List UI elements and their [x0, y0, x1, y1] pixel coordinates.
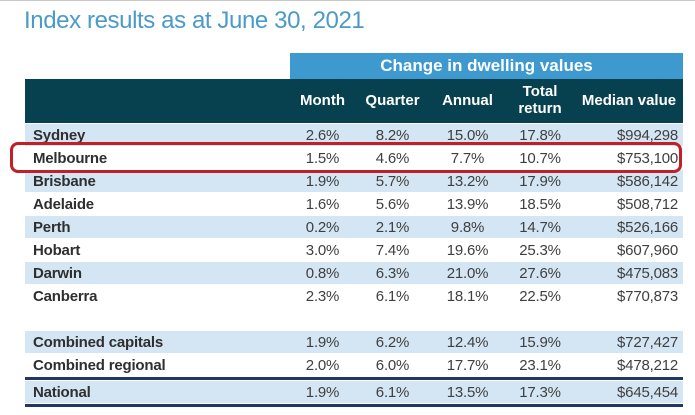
month-value-cell: 1.6%	[305, 195, 340, 213]
total-return-value-cell: 15.9%	[519, 333, 561, 351]
month-value-cell: 2.0%	[305, 356, 340, 374]
quarter-column-header: Quarter	[365, 91, 420, 109]
month-value-cell: 2.3%	[305, 287, 340, 305]
region-name-cell: Perth	[33, 218, 71, 236]
region-name-cell: Melbourne	[33, 149, 108, 167]
region-name-cell: Combined regional	[33, 356, 166, 374]
month-column-header: Month	[300, 91, 345, 109]
annual-value-cell: 18.1%	[446, 287, 489, 305]
quarter-value-cell: 6.3%	[375, 264, 410, 282]
month-value-cell: 2.6%	[305, 126, 340, 144]
median-value-cell: $727,427	[617, 333, 678, 351]
table-row: Perth 0.2% 2.1% 9.8% 14.7% $526,166	[25, 216, 683, 238]
median-value-cell: $478,212	[617, 356, 678, 374]
divider-line-bottom	[25, 404, 683, 407]
region-name-cell: National	[33, 383, 91, 401]
table-row: Canberra 2.3% 6.1% 18.1% 22.5% $770,873	[25, 285, 683, 307]
annual-value-cell: 13.9%	[446, 195, 489, 213]
annual-value-cell: 13.2%	[446, 172, 489, 190]
region-name-cell: Canberra	[33, 287, 98, 305]
total-return-value-cell: 17.3%	[519, 383, 561, 401]
month-value-cell: 0.8%	[305, 264, 340, 282]
month-value-cell: 1.9%	[305, 172, 340, 190]
median-value-cell: $645,454	[617, 383, 678, 401]
group-header-bar: Change in dwelling values	[290, 53, 683, 79]
divider-line-top	[25, 377, 683, 380]
annual-value-cell: 19.6%	[446, 241, 489, 259]
table-row: Darwin 0.8% 6.3% 21.0% 27.6% $475,083	[25, 262, 683, 284]
region-name-cell: Darwin	[33, 264, 82, 282]
region-name-cell: Combined capitals	[33, 333, 163, 351]
total-return-value-cell: 17.9%	[519, 172, 561, 190]
total-return-value-cell: 23.1%	[519, 356, 561, 374]
region-name-cell: Sydney	[33, 126, 86, 144]
total-return-value-cell: 18.5%	[519, 195, 561, 213]
table-row: Combined regional 2.0% 6.0% 17.7% 23.1% …	[25, 354, 683, 376]
quarter-value-cell: 4.6%	[375, 149, 410, 167]
annual-value-cell: 7.7%	[450, 149, 485, 167]
annual-value-cell: 21.0%	[446, 264, 489, 282]
median-value-cell: $475,083	[617, 264, 678, 282]
median-value-cell: $508,712	[617, 195, 678, 213]
region-column-header	[25, 79, 290, 123]
median-value-column-header: Median value	[581, 91, 677, 109]
region-name-cell: Hobart	[33, 241, 81, 259]
month-value-cell: 3.0%	[305, 241, 340, 259]
group-header-label: Change in dwelling values	[380, 56, 593, 75]
month-value-cell: 1.5%	[305, 149, 340, 167]
region-name-cell: Adelaide	[33, 195, 94, 213]
quarter-value-cell: 6.0%	[375, 356, 410, 374]
annual-value-cell: 9.8%	[450, 218, 485, 236]
table-row: Brisbane 1.9% 5.7% 13.2% 17.9% $586,142	[25, 170, 683, 192]
total-return-value-cell: 17.8%	[519, 126, 561, 144]
total-return-column-header: Total return	[518, 83, 562, 117]
table-row: Hobart 3.0% 7.4% 19.6% 25.3% $607,960	[25, 239, 683, 261]
quarter-value-cell: 5.7%	[375, 172, 410, 190]
total-return-value-cell: 10.7%	[519, 149, 561, 167]
table-row: Sydney 2.6% 8.2% 15.0% 17.8% $994,298	[25, 124, 683, 146]
median-value-cell: $607,960	[617, 241, 678, 259]
spacer-row	[25, 307, 683, 330]
annual-value-cell: 15.0%	[446, 126, 489, 144]
total-return-value-cell: 22.5%	[519, 287, 561, 305]
quarter-value-cell: 6.1%	[375, 287, 410, 305]
quarter-value-cell: 6.2%	[375, 333, 410, 351]
quarter-value-cell: 5.6%	[375, 195, 410, 213]
quarter-value-cell: 2.1%	[375, 218, 410, 236]
month-value-cell: 1.9%	[305, 333, 340, 351]
median-value-cell: $994,298	[617, 126, 678, 144]
dwelling-values-table: Change in dwelling values Month Quarter …	[25, 53, 683, 407]
region-name-cell: Brisbane	[33, 172, 96, 190]
median-value-cell: $770,873	[617, 287, 678, 305]
total-return-value-cell: 14.7%	[519, 218, 561, 236]
median-value-cell: $753,100	[617, 149, 678, 167]
table-row: Adelaide 1.6% 5.6% 13.9% 18.5% $508,712	[25, 193, 683, 215]
quarter-value-cell: 6.1%	[375, 383, 410, 401]
combined-rows: Combined capitals 1.9% 6.2% 12.4% 15.9% …	[25, 331, 683, 376]
annual-value-cell: 17.7%	[446, 356, 489, 374]
table-row: National 1.9% 6.1% 13.5% 17.3% $645,454	[25, 381, 683, 403]
annual-value-cell: 12.4%	[446, 333, 489, 351]
table-row: Combined capitals 1.9% 6.2% 12.4% 15.9% …	[25, 331, 683, 353]
month-value-cell: 1.9%	[305, 383, 340, 401]
quarter-value-cell: 8.2%	[375, 126, 410, 144]
total-return-value-cell: 25.3%	[519, 241, 561, 259]
capital-city-rows: Sydney 2.6% 8.2% 15.0% 17.8% $994,298 Me…	[25, 124, 683, 307]
month-value-cell: 0.2%	[305, 218, 340, 236]
median-value-cell: $526,166	[617, 218, 678, 236]
total-return-value-cell: 27.6%	[519, 264, 561, 282]
quarter-value-cell: 7.4%	[375, 241, 410, 259]
table-row: Melbourne 1.5% 4.6% 7.7% 10.7% $753,100	[25, 147, 683, 169]
page-title: Index results as at June 30, 2021	[24, 7, 365, 34]
annual-column-header: Annual	[442, 91, 493, 109]
column-header-row: Month Quarter Annual Total return Median…	[25, 79, 683, 123]
median-value-cell: $586,142	[617, 172, 678, 190]
national-row-group: National 1.9% 6.1% 13.5% 17.3% $645,454	[25, 381, 683, 403]
annual-value-cell: 13.5%	[446, 383, 489, 401]
